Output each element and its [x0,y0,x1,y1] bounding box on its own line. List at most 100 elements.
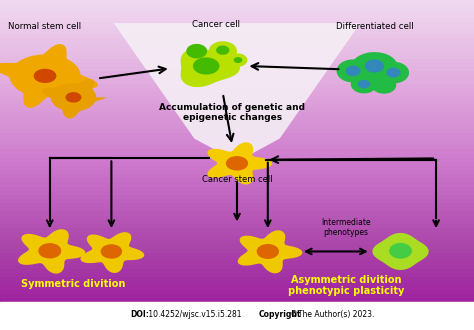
Text: Copyright: Copyright [258,310,301,319]
Bar [0,198,474,202]
Bar [0,95,474,99]
Bar [0,206,474,211]
Bar [0,305,474,310]
Bar [0,284,474,289]
Ellipse shape [34,70,56,82]
Bar [0,136,474,140]
Bar [0,169,474,173]
Bar [0,115,474,120]
Bar [0,244,474,248]
Bar [0,214,474,218]
Bar [0,112,474,115]
Polygon shape [228,53,247,67]
Bar [0,45,474,49]
Bar [0,16,474,20]
Text: ©The Author(s) 2023.: ©The Author(s) 2023. [288,310,374,319]
Text: Normal stem cell: Normal stem cell [9,22,82,31]
Bar [0,99,474,103]
Text: Intermediate
phenotypes: Intermediate phenotypes [321,218,371,237]
Ellipse shape [257,245,278,258]
Bar [0,289,474,293]
Bar [0,37,474,41]
Bar [0,103,474,107]
Bar [0,248,474,251]
Bar [0,178,474,182]
Bar [0,12,474,16]
Bar [0,182,474,185]
Bar [0,79,474,82]
Bar [0,25,474,29]
Bar [0,20,474,25]
Ellipse shape [227,157,247,170]
Bar [0,86,474,91]
Polygon shape [351,75,377,93]
Polygon shape [193,57,219,75]
Bar [0,322,474,326]
Bar [0,53,474,58]
Bar [0,264,474,268]
Bar [0,202,474,206]
Text: Differentiated cell: Differentiated cell [336,22,413,31]
Text: Cancer stem cell: Cancer stem cell [202,175,272,184]
Polygon shape [181,48,240,87]
Bar [0,50,474,53]
Bar [0,280,474,284]
Bar [0,256,474,260]
Bar [0,297,474,301]
Text: Cancer cell: Cancer cell [191,20,240,29]
Bar [0,145,474,148]
Bar [0,268,474,272]
Bar [0,157,474,161]
Bar [0,124,474,128]
Text: Symmetric divition: Symmetric divition [21,279,126,289]
Bar [0,82,474,86]
Bar [0,194,474,198]
Bar [0,58,474,62]
Bar [0,223,474,227]
Bar [0,29,474,33]
Bar [0,251,474,256]
Polygon shape [81,232,144,273]
Polygon shape [346,66,361,76]
Polygon shape [372,77,396,94]
Ellipse shape [39,244,61,258]
Polygon shape [337,59,370,82]
Bar [0,302,474,330]
Bar [0,8,474,12]
Bar [0,310,474,313]
Polygon shape [209,41,237,61]
Bar [0,140,474,145]
Bar [0,301,474,305]
Bar [0,260,474,264]
Bar [0,173,474,178]
Bar [0,326,474,330]
Text: Accumulation of genetic and
epigenetic changes: Accumulation of genetic and epigenetic c… [159,103,305,122]
Ellipse shape [66,93,81,102]
Bar [0,0,474,4]
Bar [0,314,474,317]
Text: DOI:: DOI: [130,310,149,319]
Polygon shape [237,230,302,273]
Bar [0,107,474,112]
Bar [0,152,474,157]
Polygon shape [386,68,401,78]
Bar [0,132,474,136]
Polygon shape [358,80,370,88]
Bar [0,231,474,235]
Bar [0,66,474,70]
Bar [0,218,474,223]
Polygon shape [0,44,98,108]
Bar [0,185,474,190]
Polygon shape [216,46,229,55]
Polygon shape [208,142,272,184]
Polygon shape [365,59,384,73]
Polygon shape [18,229,85,274]
Bar [0,293,474,297]
Polygon shape [186,44,207,58]
Bar [0,227,474,231]
Polygon shape [41,79,106,118]
Bar [0,235,474,239]
Bar [0,91,474,95]
Text: Asymmetric divition
phenotypic plasticity: Asymmetric divition phenotypic plasticit… [288,275,404,296]
Bar [0,211,474,214]
